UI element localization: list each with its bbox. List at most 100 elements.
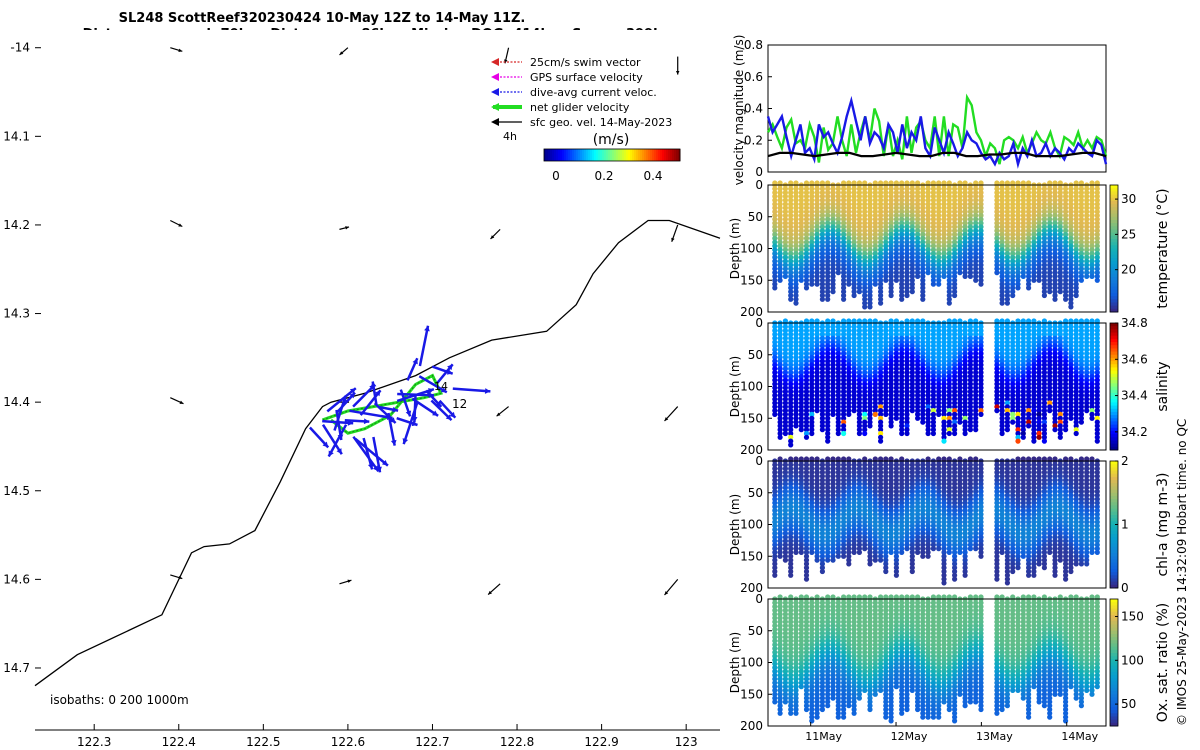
section-data-point: [1020, 216, 1026, 222]
section-data-point: [1073, 193, 1079, 199]
section-data-point: [1063, 247, 1069, 253]
section-data-point: [862, 281, 868, 287]
section-data-point: [1057, 289, 1063, 295]
section-data-point: [1068, 273, 1074, 279]
section-data-point: [856, 289, 863, 295]
section-data-point: [862, 262, 868, 268]
section-data-point: [851, 270, 857, 276]
section-data-point: [788, 228, 794, 234]
section-data-point: [930, 205, 937, 211]
section-data-point: [1004, 270, 1011, 276]
section-data-point: [952, 576, 958, 582]
section-data-point: [994, 247, 1000, 253]
section-data-point: [1010, 224, 1016, 230]
section-data-point: [920, 201, 926, 207]
section-data-point: [952, 243, 958, 249]
section-data-point: [793, 205, 799, 211]
colorbar-cell: [1110, 421, 1118, 426]
section-data-point: [862, 266, 868, 272]
section-data-point: [788, 224, 794, 230]
section-data-point: [1004, 201, 1011, 207]
colorbar-cell: [1110, 323, 1118, 327]
section-data-point: [862, 220, 868, 226]
section-data-point: [788, 258, 794, 264]
section-data-point: [936, 228, 942, 234]
section-data-point: [893, 273, 900, 279]
section-data-point: [814, 557, 820, 563]
section-data-point: [978, 239, 984, 245]
section-data-point: [867, 224, 873, 230]
y-axis-label: Depth (m): [728, 218, 742, 279]
section-data-point: [793, 224, 799, 230]
section-data-point: [835, 553, 841, 559]
colorbar-cell: [584, 149, 587, 161]
section-data-point: [925, 553, 931, 559]
section-data-point: [973, 273, 979, 279]
section-data-point: [930, 235, 937, 241]
section-data-point: [936, 273, 942, 279]
section-data-point: [904, 285, 910, 291]
section-data-point: [856, 193, 863, 199]
colorbar-cell: [1110, 270, 1118, 275]
section-data-point: [788, 212, 794, 219]
section-data-point: [915, 273, 921, 279]
section-data-point: [782, 197, 789, 203]
section-data-point: [788, 197, 794, 203]
section-data-point: [1010, 262, 1016, 268]
section-data-point: [883, 239, 889, 245]
section-data-point: [1031, 273, 1037, 279]
section-data-point: [1047, 235, 1053, 241]
section-data-point: [909, 247, 915, 253]
section-surface-point: [962, 180, 968, 186]
section-data-point: [856, 281, 863, 287]
section-data-point: [830, 231, 836, 238]
section-data-point: [862, 201, 868, 207]
section-data-point: [962, 247, 968, 253]
section-data-point: [803, 281, 810, 287]
colorbar-cell: [544, 149, 547, 161]
section-data-point: [899, 231, 905, 238]
section-data-point: [1047, 262, 1053, 268]
section-data-point: [862, 277, 868, 283]
section-data-point: [967, 262, 974, 268]
section-data-point: [851, 254, 857, 260]
section-data-point: [862, 254, 868, 260]
section-data-point: [883, 224, 889, 230]
section-data-point: [909, 289, 915, 295]
section-data-point: [1020, 270, 1026, 276]
section-data-point: [814, 277, 820, 283]
geo-vector-head: [179, 400, 184, 404]
section-data-point: [1010, 243, 1016, 249]
section-data-point: [952, 197, 958, 203]
section-data-point: [999, 289, 1005, 295]
section-data-point: [899, 205, 905, 211]
section-data-point: [809, 201, 815, 207]
section-data-point: [930, 270, 937, 276]
section-data-point: [967, 266, 974, 272]
current-vector-head: [412, 358, 418, 365]
section-data-point: [1073, 220, 1079, 226]
section-data-point: [862, 209, 868, 215]
section-data-point: [1026, 262, 1032, 268]
section-data-point: [814, 186, 820, 192]
section-data-point: [856, 228, 863, 234]
section-data-point: [1073, 235, 1079, 241]
section-data-point: [814, 273, 820, 279]
section-data-point: [1052, 186, 1058, 192]
section-data-point: [888, 201, 894, 207]
section-data-point: [967, 251, 974, 257]
glider-track-map: 122.3 122.4 122.5 122.6 122.7 122.8 122.9 123-1…: [3, 30, 721, 749]
section-data-point: [1031, 193, 1037, 199]
section-data-point: [883, 201, 889, 207]
section-data-point: [962, 228, 968, 234]
section-data-point: [883, 411, 889, 417]
section-data-point: [978, 228, 984, 234]
section-data-point: [841, 553, 847, 559]
section-data-point: [851, 292, 857, 299]
section-data-point: [1026, 190, 1032, 196]
colorbar-cell: [1110, 437, 1118, 441]
section-data-point: [772, 251, 778, 257]
colorbar-cell: [1110, 443, 1118, 448]
section-data-point: [825, 243, 831, 249]
section-data-point: [819, 243, 826, 249]
